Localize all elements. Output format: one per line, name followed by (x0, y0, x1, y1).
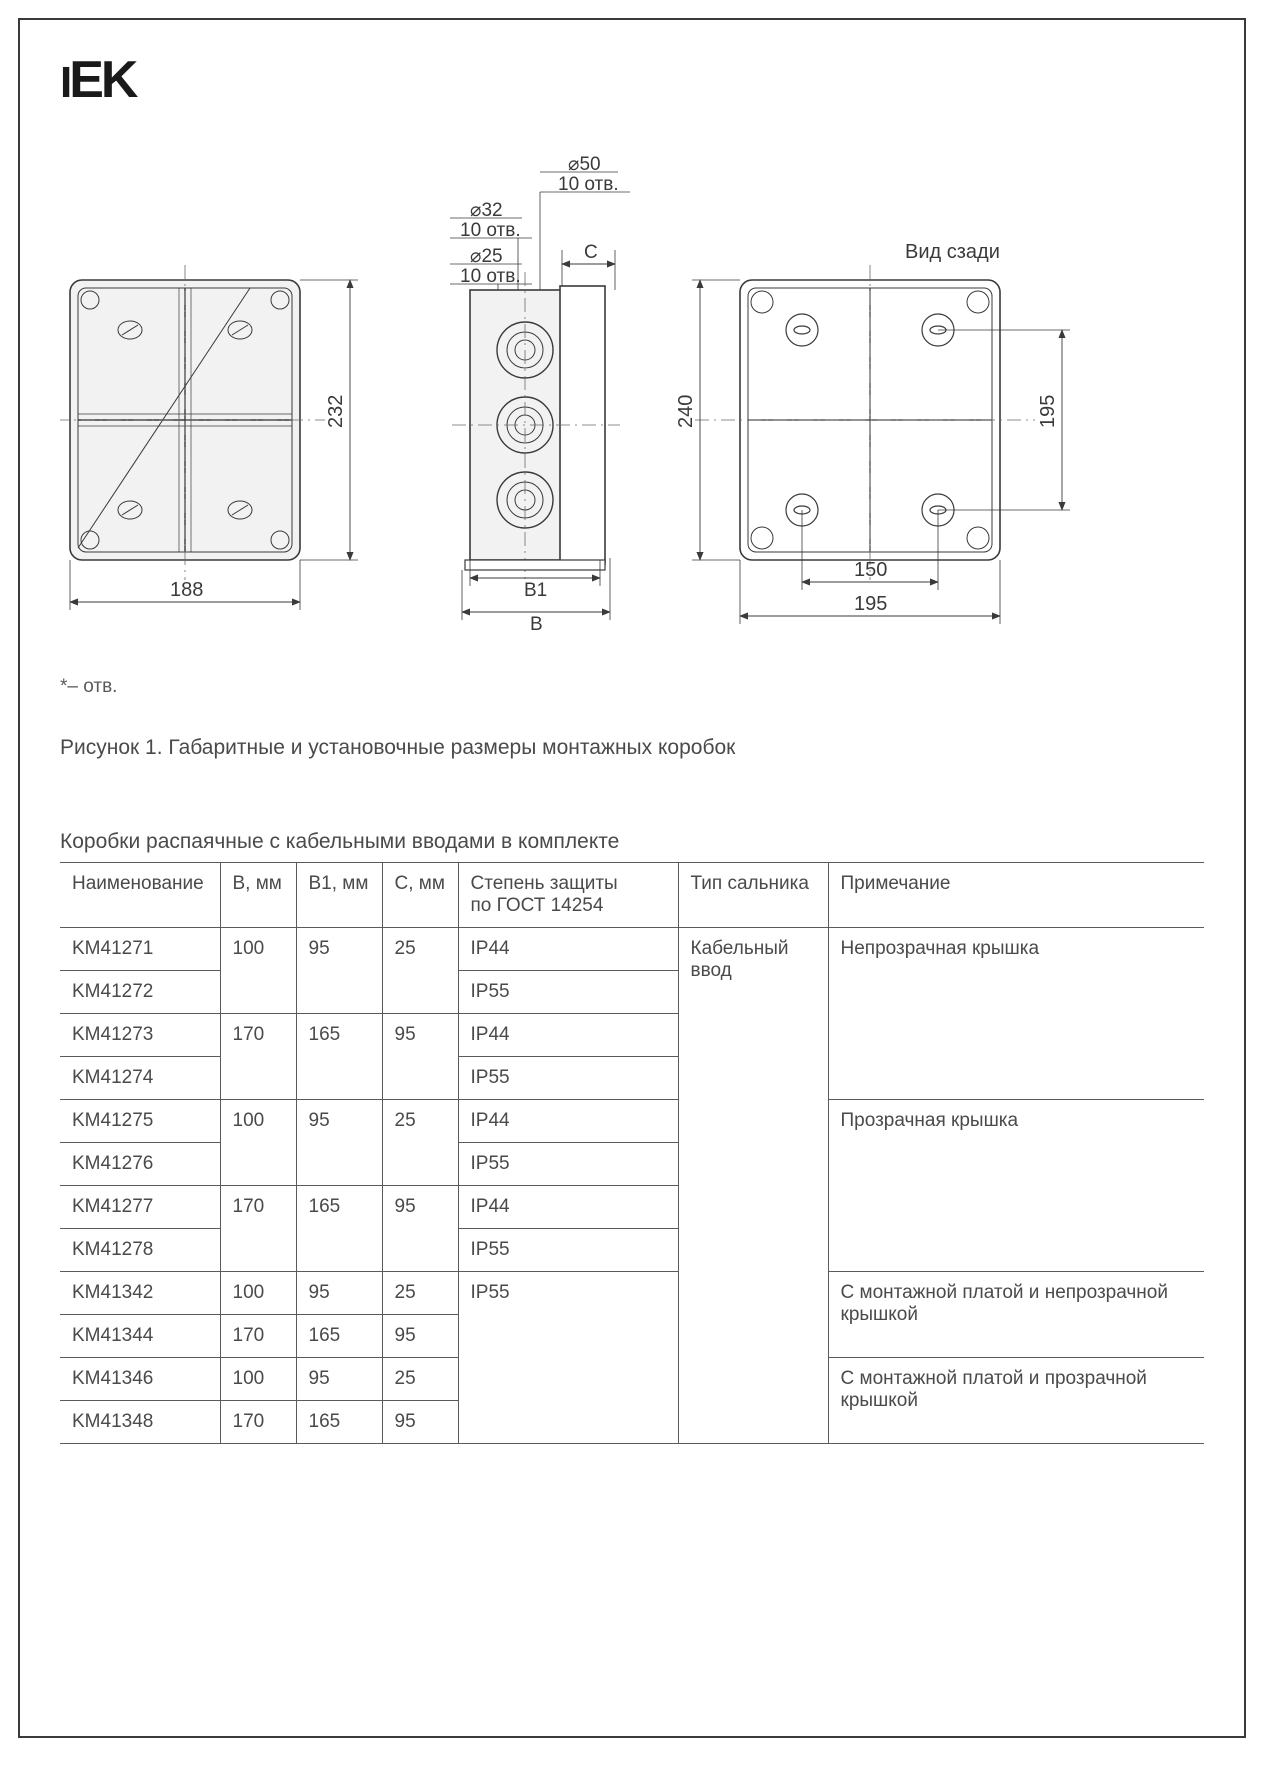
dim-c: C (584, 242, 598, 263)
cell-b1: 165 (296, 1186, 382, 1272)
cell-b1: 165 (296, 1401, 382, 1444)
cell-ip: IP55 (458, 971, 678, 1014)
cell-b1: 95 (296, 1358, 382, 1401)
cell-name: KM41275 (60, 1100, 220, 1143)
dim-150: 150 (854, 559, 887, 581)
table-row: KM412751009525IP44Прозрачная крышка (60, 1100, 1204, 1143)
footnote: *– отв. (60, 676, 1204, 698)
cell-name: KM41271 (60, 928, 220, 971)
cell-b1: 165 (296, 1315, 382, 1358)
cell-b: 170 (220, 1014, 296, 1100)
cell-c: 25 (382, 1272, 458, 1315)
table-header-row: НаименованиеB, ммB1, ммC, ммСтепень защи… (60, 863, 1204, 928)
logo: IEK (60, 50, 1204, 110)
cell-b: 100 (220, 928, 296, 1014)
spec-table: НаименованиеB, ммB1, ммC, ммСтепень защи… (60, 862, 1204, 1444)
cell-c: 25 (382, 928, 458, 1014)
col-header: Степень защитыпо ГОСТ 14254 (458, 863, 678, 928)
col-header: B, мм (220, 863, 296, 928)
cell-name: KM41272 (60, 971, 220, 1014)
cell-name: KM41273 (60, 1014, 220, 1057)
table-title: Коробки распаячные с кабельными вводами … (60, 830, 1204, 854)
cell-b1: 95 (296, 928, 382, 1014)
cell-name: KM41342 (60, 1272, 220, 1315)
col-header: Примечание (828, 863, 1204, 928)
cell-c: 25 (382, 1100, 458, 1186)
dim-240: 240 (675, 395, 697, 428)
cell-c: 95 (382, 1014, 458, 1100)
cell-ip: IP55 (458, 1229, 678, 1272)
cell-note: Прозрачная крышка (828, 1100, 1204, 1272)
cell-note: С монтажной платой и непрозрачной крышко… (828, 1272, 1204, 1358)
cell-name: KM41277 (60, 1186, 220, 1229)
cell-b1: 95 (296, 1100, 382, 1186)
drawing-svg: 232 188 ⌀50 10 отв. ⌀3 (60, 150, 1200, 670)
figure-caption: Рисунок 1. Габаритные и установочные раз… (60, 736, 1204, 760)
cell-b: 170 (220, 1401, 296, 1444)
cell-b: 100 (220, 1358, 296, 1401)
cell-b1: 165 (296, 1014, 382, 1100)
cell-ip: IP55 (458, 1272, 678, 1444)
dim-188: 188 (170, 579, 203, 601)
dim-b: B (530, 614, 543, 635)
cell-ip: IP44 (458, 1186, 678, 1229)
cell-gland: Кабельныйввод (678, 928, 828, 1444)
cell-ip: IP55 (458, 1057, 678, 1100)
cell-name: KM41348 (60, 1401, 220, 1444)
cell-b: 170 (220, 1186, 296, 1272)
cell-name: KM41278 (60, 1229, 220, 1272)
cell-b: 100 (220, 1100, 296, 1186)
col-header: C, мм (382, 863, 458, 928)
cell-name: KM41276 (60, 1143, 220, 1186)
col-header: B1, мм (296, 863, 382, 928)
technical-drawing: 232 188 ⌀50 10 отв. ⌀3 (60, 150, 1204, 710)
cell-note: С монтажной платой и прозрачной крышкой (828, 1358, 1204, 1444)
cell-b: 100 (220, 1272, 296, 1315)
dim-232: 232 (325, 395, 347, 428)
table-row: KM412711009525IP44КабельныйвводНепрозрач… (60, 928, 1204, 971)
cell-name: KM41346 (60, 1358, 220, 1401)
dim-195h: 195 (854, 593, 887, 615)
cell-ip: IP44 (458, 1014, 678, 1057)
cell-c: 95 (382, 1315, 458, 1358)
cell-name: KM41274 (60, 1057, 220, 1100)
cell-ip: IP44 (458, 1100, 678, 1143)
cell-c: 25 (382, 1358, 458, 1401)
cell-name: KM41344 (60, 1315, 220, 1358)
cell-b1: 95 (296, 1272, 382, 1315)
table-row: KM413421009525IP55С монтажной платой и н… (60, 1272, 1204, 1315)
cell-c: 95 (382, 1186, 458, 1272)
cell-note: Непрозрачная крышка (828, 928, 1204, 1100)
col-header: Наименование (60, 863, 220, 928)
col-header: Тип сальника (678, 863, 828, 928)
cell-ip: IP55 (458, 1143, 678, 1186)
page-frame: IEK (18, 18, 1246, 1738)
cell-ip: IP44 (458, 928, 678, 971)
dim-b1: B1 (524, 580, 547, 601)
cell-c: 95 (382, 1401, 458, 1444)
rear-title: Вид сзади (905, 241, 1000, 263)
dim-195v: 195 (1037, 395, 1059, 428)
cell-b: 170 (220, 1315, 296, 1358)
